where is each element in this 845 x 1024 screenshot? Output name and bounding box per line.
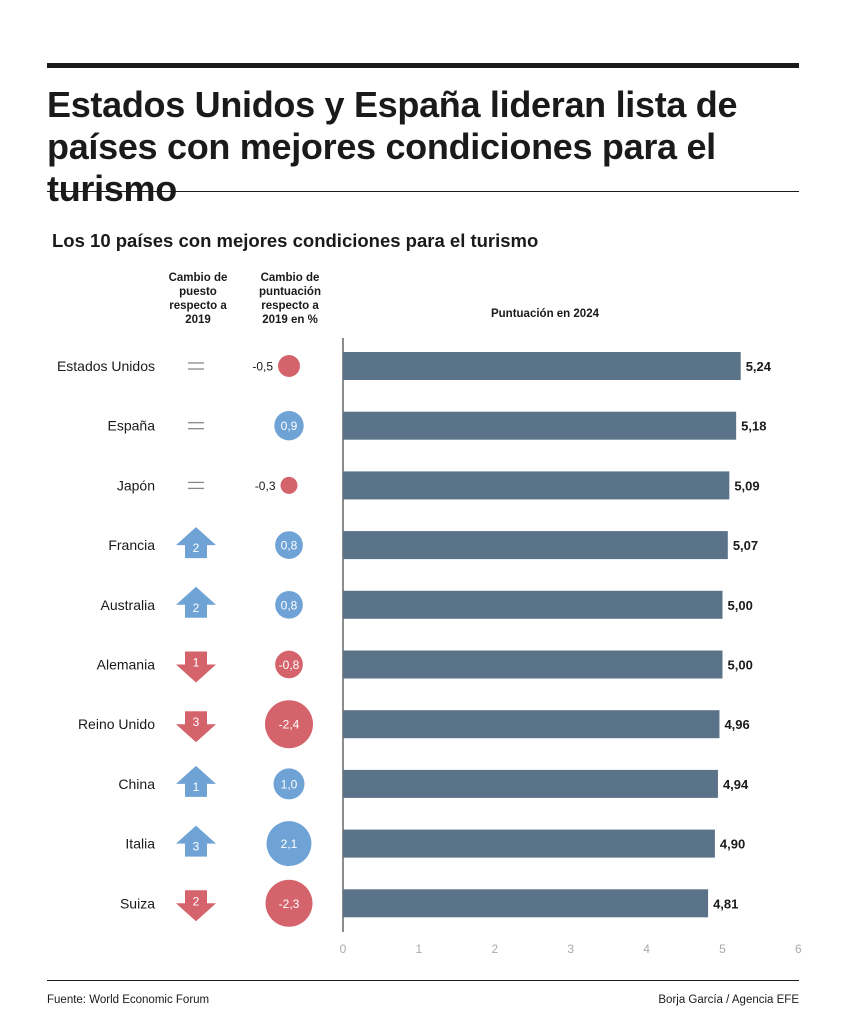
value-label: 5,07	[733, 538, 758, 553]
score-bar	[343, 531, 728, 560]
rank-up-arrow-icon	[176, 825, 216, 857]
score-bar	[343, 889, 709, 918]
score-change-bubble	[265, 879, 313, 927]
score-change-label: -0,3	[255, 479, 276, 493]
country-label: Alemania	[97, 657, 156, 673]
score-change-bubble	[273, 768, 305, 800]
country-label: España	[108, 418, 156, 434]
score-bar	[343, 411, 737, 440]
country-label: Australia	[101, 597, 156, 613]
value-label: 4,96	[724, 717, 749, 732]
rank-down-arrow-icon	[176, 651, 216, 683]
value-label: 5,09	[734, 478, 759, 493]
rank-down-arrow-icon	[176, 711, 216, 743]
rank-change-label: 1	[193, 656, 200, 670]
rank-change-label: 2	[193, 541, 200, 555]
country-label: Japón	[117, 477, 155, 493]
rank-change-header: Cambio de puesto respecto a 2019	[168, 272, 228, 326]
country-label: Italia	[125, 836, 155, 852]
score-change-bubble	[265, 700, 313, 749]
chart-subtitle: Los 10 países con mejores condiciones pa…	[52, 230, 539, 251]
score-bar	[343, 352, 741, 380]
score-change-bubble	[266, 821, 312, 867]
rank-change-label: 2	[193, 894, 200, 908]
score-bar	[343, 471, 730, 500]
x-tick-label: 1	[416, 942, 423, 956]
rank-change-label: 1	[193, 780, 200, 794]
value-label: 4,90	[720, 837, 745, 852]
x-tick-label: 0	[340, 942, 347, 956]
x-tick-label: 5	[719, 942, 726, 956]
country-label: Estados Unidos	[57, 358, 155, 374]
score-change-label: 0,8	[281, 598, 298, 612]
x-tick-label: 3	[567, 942, 574, 956]
x-tick-label: 4	[643, 942, 650, 956]
score-bar	[343, 829, 715, 858]
value-label: 5,00	[728, 658, 753, 673]
score-change-label: -0,8	[279, 658, 300, 672]
rank-change-label: 2	[193, 601, 200, 615]
score-header: Puntuación en 2024	[490, 308, 599, 320]
x-tick-label: 6	[795, 942, 802, 956]
score-change-bubble	[275, 590, 303, 619]
rank-change-label: 3	[193, 715, 200, 729]
country-label: Reino Unido	[78, 716, 155, 732]
page-title: Estados Unidos y España lideran lista de…	[47, 84, 738, 209]
rank-up-arrow-icon	[176, 765, 216, 797]
score-bar	[343, 769, 718, 798]
score-change-label: -2,3	[279, 897, 300, 911]
score-change-label: 2,1	[281, 837, 298, 851]
rank-up-arrow-icon	[176, 527, 216, 559]
value-label: 5,18	[741, 419, 766, 434]
score-change-header: Cambio de puntuación respecto a 2019 en …	[259, 272, 321, 326]
country-label: Francia	[108, 537, 155, 553]
title-divider	[47, 191, 799, 192]
score-change-bubble	[275, 650, 303, 679]
score-change-bubble	[275, 531, 303, 559]
rank-down-arrow-icon	[176, 890, 216, 922]
value-label: 4,81	[713, 896, 738, 911]
score-change-label: 1,0	[281, 777, 298, 791]
footer-rule	[47, 980, 799, 981]
country-label: Suiza	[120, 895, 155, 911]
score-change-bubble	[274, 411, 304, 441]
rank-change-label: 3	[193, 840, 200, 854]
score-change-bubble	[278, 355, 300, 377]
score-change-label: 0,8	[281, 539, 298, 553]
score-bar	[343, 710, 720, 739]
credit-note: Borja García / Agencia EFE	[658, 994, 799, 1006]
source-note: Fuente: World Economic Forum	[47, 994, 210, 1006]
top-rule	[47, 63, 799, 68]
score-change-label: -2,4	[279, 718, 300, 732]
score-change-label: -0,5	[252, 360, 273, 374]
score-change-label: 0,9	[281, 419, 298, 433]
score-change-bubble	[280, 476, 298, 494]
rank-up-arrow-icon	[176, 586, 216, 618]
value-label: 4,94	[723, 777, 749, 792]
value-label: 5,00	[728, 598, 753, 613]
score-bar	[343, 590, 723, 619]
score-bar	[343, 650, 723, 679]
country-label: China	[118, 776, 155, 792]
x-tick-label: 2	[491, 942, 498, 956]
value-label: 5,24	[746, 359, 772, 374]
